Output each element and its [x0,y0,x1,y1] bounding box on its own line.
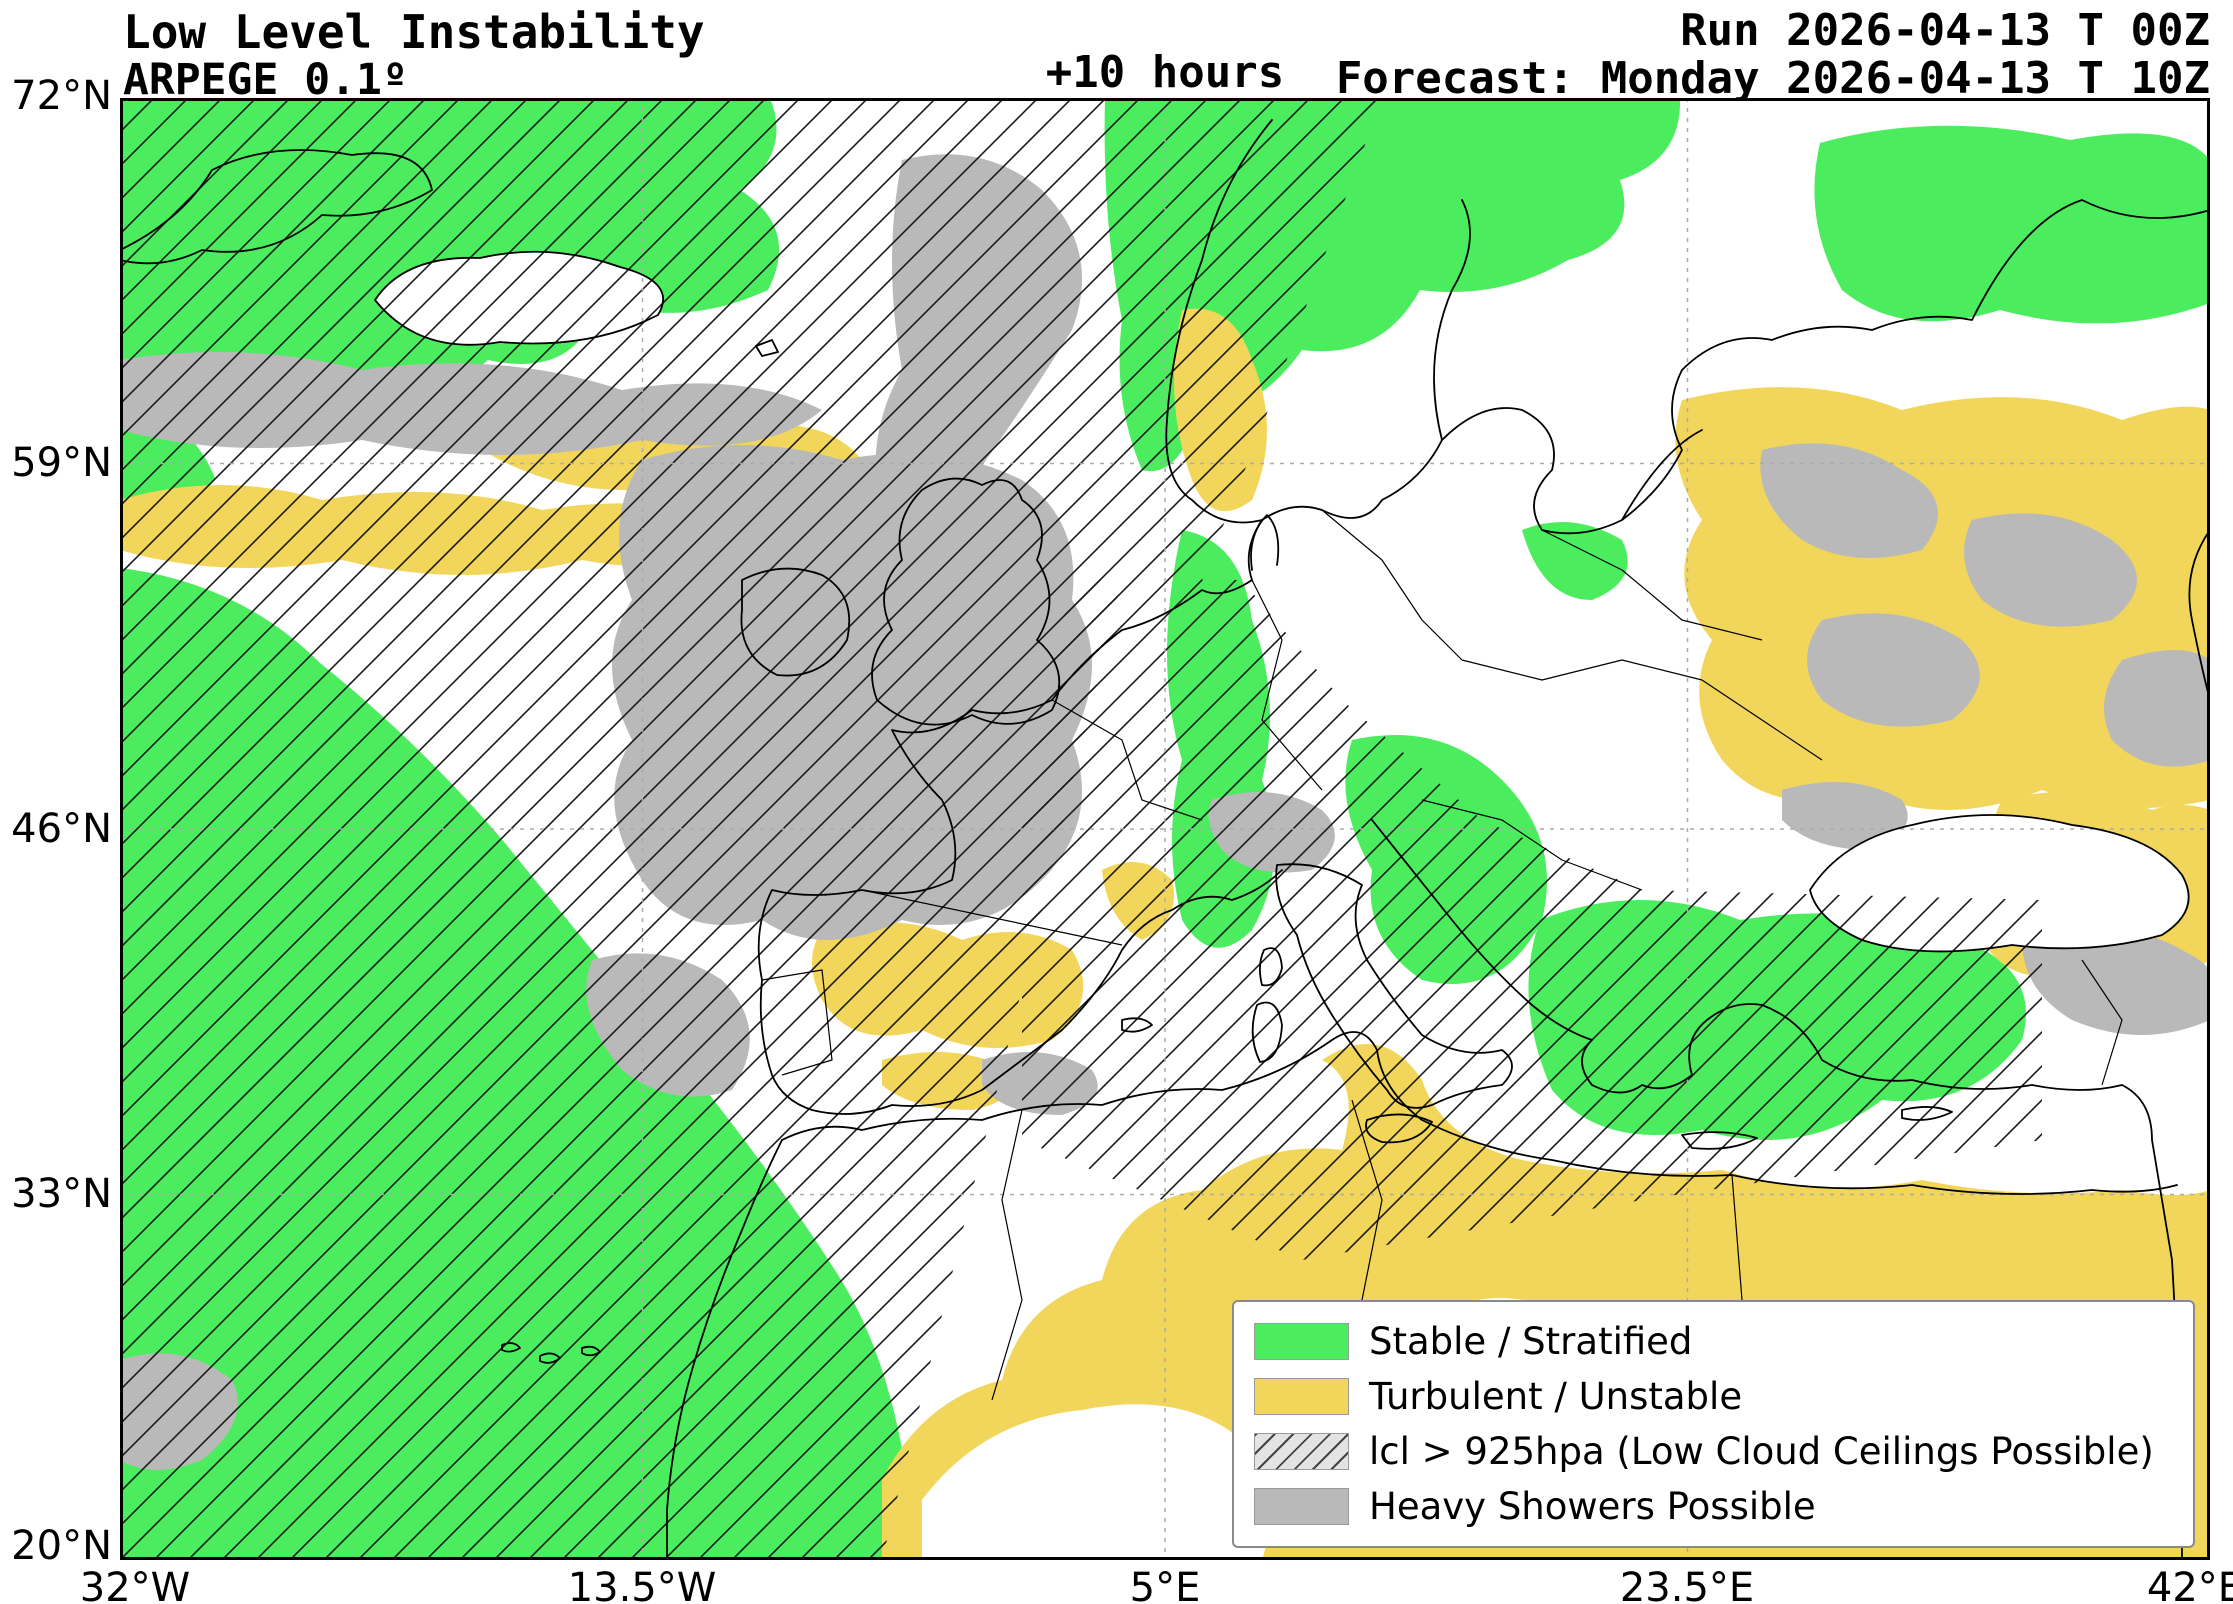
lcl-hatch-swatch [1254,1433,1349,1470]
heavy-showers-swatch [1254,1488,1349,1525]
lat-tick-59n: 59°N [11,440,112,486]
forecast-label: Forecast: Monday 2026-04-13 T 10Z [1335,53,2210,104]
legend-label: lcl > 925hpa (Low Cloud Ceilings Possibl… [1369,1430,2154,1473]
gridlines [120,98,2210,1560]
map-canvas [120,98,2210,1560]
map-border [120,98,2210,1560]
lat-tick-20n: 20°N [11,1523,112,1569]
lat-tick-72n: 72°N [11,73,112,119]
coastlines [120,119,2210,1560]
legend-label: Turbulent / Unstable [1369,1375,1743,1418]
lon-tick-5e: 5°E [1129,1565,1201,1604]
legend-item-heavy-showers: Heavy Showers Possible [1254,1481,2173,1533]
forecast-map [120,98,2210,1560]
lon-tick-13-5w: 13.5°W [567,1565,717,1604]
legend: Stable / Stratified Turbulent / Unstable… [1232,1300,2195,1548]
lat-tick-46n: 46°N [11,806,112,852]
legend-item-stable: Stable / Stratified [1254,1316,2173,1368]
legend-item-turbulent: Turbulent / Unstable [1254,1371,2173,1423]
run-label: Run 2026-04-13 T 00Z [1680,5,2210,56]
stable-swatch [1254,1323,1349,1360]
model-label: ARPEGE 0.1º [123,55,408,105]
page-title: Low Level Instability [123,5,705,59]
lon-tick-42e: 42°E [2146,1565,2233,1604]
legend-item-lcl: lcl > 925hpa (Low Cloud Ceilings Possibl… [1254,1426,2173,1478]
legend-label: Stable / Stratified [1369,1320,1693,1363]
lead-time-label: +10 hours [1045,47,1285,98]
lon-tick-23-5e: 23.5°E [1619,1565,1755,1604]
lon-tick-32w: 32°W [79,1565,191,1604]
legend-label: Heavy Showers Possible [1369,1485,1816,1528]
lat-tick-33n: 33°N [11,1171,112,1217]
turbulent-swatch [1254,1378,1349,1415]
